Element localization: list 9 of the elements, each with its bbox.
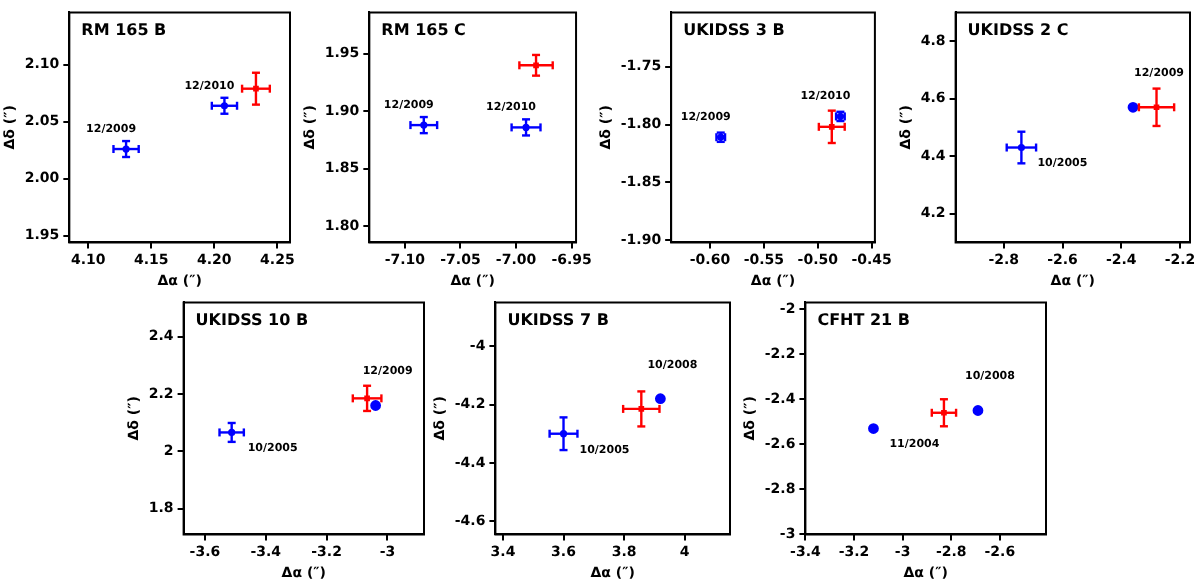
- point: [868, 423, 879, 434]
- text: UKIDSS 10 B: [195, 310, 309, 329]
- text: UKIDSS 7 B: [507, 310, 609, 329]
- text: RM 165 C: [381, 20, 467, 39]
- text: UKIDSS 2 C: [967, 20, 1069, 39]
- text: CFHT 21 B: [817, 310, 911, 329]
- text: RM 165 B: [81, 20, 167, 39]
- point: [972, 405, 984, 416]
- text: UKIDSS 3 B: [683, 20, 785, 39]
